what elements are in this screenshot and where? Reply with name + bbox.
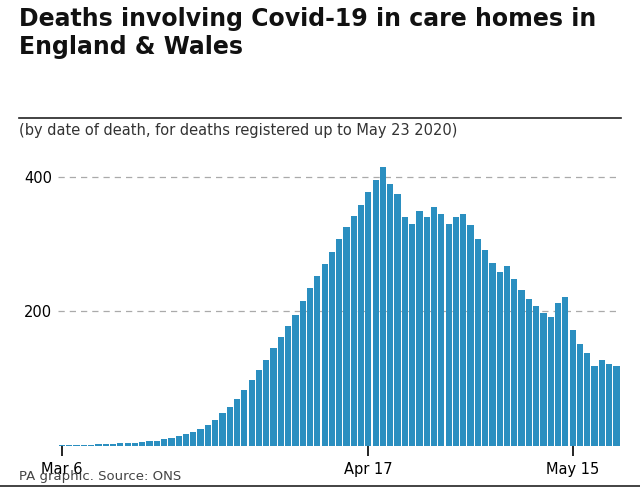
Bar [482,249,488,446]
Bar [336,239,342,446]
Bar [278,337,284,446]
Bar [577,344,583,446]
Bar [307,288,313,446]
Bar [344,227,349,446]
Bar [453,217,459,446]
Bar [95,444,102,446]
Bar [563,297,568,446]
Bar [526,299,532,446]
Bar [518,290,525,446]
Bar [570,330,576,446]
Bar [497,272,503,446]
Bar [438,214,444,446]
Bar [584,353,590,446]
Bar [372,181,379,446]
Bar [511,279,517,446]
Bar [394,194,401,446]
Bar [533,306,540,446]
Bar [175,436,182,446]
Bar [365,192,371,446]
Bar [66,445,72,446]
Bar [555,302,561,446]
Bar [147,442,152,446]
Bar [599,359,605,446]
Bar [467,225,474,446]
Bar [292,315,298,446]
Bar [329,252,335,446]
Bar [490,263,495,446]
Bar [314,276,321,446]
Bar [139,442,145,446]
Bar [409,224,415,446]
Bar [168,438,175,446]
Bar [110,444,116,446]
Bar [606,364,612,446]
Text: (by date of death, for deaths registered up to May 23 2020): (by date of death, for deaths registered… [19,123,458,138]
Bar [198,429,204,446]
Bar [445,224,452,446]
Bar [190,432,196,446]
Bar [205,425,211,446]
Bar [263,359,269,446]
Bar [300,301,306,446]
Bar [59,445,65,446]
Bar [540,313,547,446]
Bar [154,441,160,446]
Bar [132,443,138,446]
Bar [227,406,233,446]
Bar [380,167,386,445]
Bar [424,217,430,446]
Bar [81,445,87,446]
Bar [256,370,262,446]
Bar [417,211,422,446]
Bar [161,440,167,446]
Bar [351,216,357,446]
Bar [248,381,255,446]
Bar [358,205,364,446]
Bar [88,445,94,446]
Bar [125,444,131,446]
Text: PA graphic. Source: ONS: PA graphic. Source: ONS [19,470,182,483]
Bar [212,420,218,446]
Bar [220,413,225,446]
Bar [504,266,510,446]
Bar [241,390,248,446]
Bar [402,217,408,446]
Bar [117,444,124,446]
Bar [102,444,109,446]
Text: Deaths involving Covid-19 in care homes in
England & Wales: Deaths involving Covid-19 in care homes … [19,7,596,59]
Bar [591,366,598,446]
Bar [548,317,554,446]
Bar [285,326,291,446]
Bar [74,445,79,446]
Bar [460,214,467,446]
Bar [431,207,437,446]
Bar [387,184,394,446]
Bar [234,398,240,446]
Bar [271,348,276,446]
Bar [475,239,481,446]
Bar [613,366,620,446]
Bar [321,264,328,446]
Bar [183,434,189,446]
